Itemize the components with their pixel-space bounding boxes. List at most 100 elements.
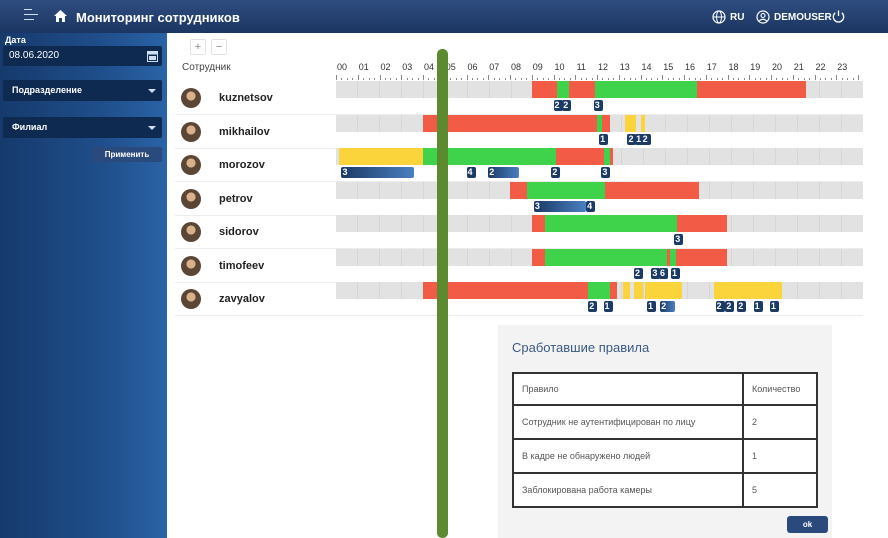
employee-row[interactable]: timofeev 2 3 6 1 [175, 248, 863, 283]
language-switcher[interactable]: RU [712, 9, 744, 25]
user-menu[interactable]: DEMOUSER [756, 9, 832, 25]
activity-track[interactable] [336, 114, 863, 132]
branch-select[interactable]: Филиал [3, 117, 162, 138]
zoom-in-button[interactable]: + [190, 39, 206, 55]
activity-segment-violation[interactable] [610, 148, 614, 165]
event-marker[interactable]: 2 [553, 100, 563, 111]
calendar-icon[interactable] [147, 50, 158, 62]
employee-name[interactable]: zavyalov [219, 293, 265, 305]
activity-segment-active[interactable] [527, 181, 605, 199]
activity-track[interactable] [336, 282, 863, 299]
event-marker[interactable]: 3 [341, 167, 415, 178]
event-marker[interactable]: 1 [647, 301, 657, 312]
power-icon[interactable] [831, 9, 846, 24]
activity-segment-violation[interactable] [423, 282, 589, 299]
activity-segment-violation[interactable] [610, 282, 617, 299]
event-marker[interactable]: 2 [627, 133, 637, 145]
event-marker[interactable]: 3 [533, 200, 587, 212]
activity-segment-active[interactable] [603, 148, 611, 165]
event-marker[interactable]: 4 [586, 200, 596, 212]
employee-row[interactable]: mikhailov 1 2 1 2 [175, 114, 863, 149]
activity-segment-active[interactable] [597, 114, 603, 132]
event-marker[interactable]: 1 [603, 301, 613, 312]
activity-segment-violation[interactable] [697, 81, 806, 98]
employee-row[interactable]: petrov 3 4 [175, 181, 863, 216]
event-marker[interactable]: 2 [551, 167, 561, 178]
event-marker[interactable]: 1 [599, 133, 609, 145]
event-marker[interactable]: 3 [601, 167, 611, 178]
event-marker[interactable]: 2 [562, 100, 572, 111]
activity-segment-active[interactable] [669, 248, 677, 266]
activity-segment-warning[interactable] [623, 282, 630, 299]
employee-name[interactable]: petrov [219, 192, 253, 205]
activity-segment-warning[interactable] [625, 114, 637, 132]
activity-track[interactable] [336, 215, 863, 232]
activity-segment-violation[interactable] [555, 148, 604, 165]
event-marker[interactable]: 3 [674, 234, 684, 245]
employee-name[interactable]: timofeev [219, 259, 265, 272]
activity-track[interactable] [336, 148, 863, 165]
employee-name[interactable]: sidorov [219, 226, 259, 238]
event-marker[interactable]: 1 [670, 267, 680, 279]
date-field[interactable]: 08.06.2020 [3, 46, 162, 66]
event-marker[interactable]: 2 [715, 301, 725, 312]
activity-segment-violation[interactable] [676, 248, 728, 266]
activity-segment-active[interactable] [423, 148, 556, 165]
activity-segment-active[interactable] [556, 81, 569, 98]
employee-row[interactable]: sidorov 3 [175, 215, 863, 249]
hamburger-menu-icon[interactable] [24, 9, 38, 23]
employee-row[interactable]: kuznetsov 2 2 3 [175, 81, 863, 115]
employee-name[interactable]: morozov [219, 159, 265, 171]
activity-segment-warning[interactable] [640, 114, 645, 132]
activity-segment-violation[interactable] [531, 248, 545, 266]
ok-button[interactable]: ok [787, 516, 828, 533]
activity-segment-active[interactable] [544, 215, 678, 232]
activity-segment-violation[interactable] [568, 81, 595, 98]
activity-segment-violation[interactable] [531, 81, 557, 98]
ruler-tick [667, 78, 669, 80]
employee-row[interactable]: morozov 3 4 2 2 3 [175, 148, 863, 182]
hour-label: 16 [684, 62, 695, 72]
activity-segment-active[interactable] [544, 248, 667, 266]
activity-segment-warning[interactable] [339, 148, 423, 165]
event-marker[interactable]: 2 [725, 301, 735, 312]
event-marker[interactable]: 2 [641, 133, 651, 145]
employee-name[interactable]: kuznetsov [219, 92, 273, 104]
ruler-tick [656, 78, 658, 80]
employee-name[interactable]: mikhailov [219, 125, 270, 138]
event-marker[interactable]: 4 [466, 167, 476, 178]
zoom-out-button[interactable]: − [211, 39, 227, 55]
event-marker[interactable]: 2 [633, 267, 643, 279]
filter-sidebar: Дата 08.06.2020 Подразделение Филиал При… [0, 33, 167, 538]
activity-track[interactable] [336, 248, 863, 266]
event-marker[interactable]: 2 [737, 301, 747, 312]
apply-button[interactable]: Применить [92, 147, 162, 162]
event-marker[interactable]: 1 [769, 301, 779, 312]
activity-segment-violation[interactable] [510, 181, 528, 199]
activity-segment-violation[interactable] [602, 114, 611, 132]
event-marker[interactable]: 1 [635, 133, 645, 145]
activity-segment-warning[interactable] [633, 282, 643, 299]
activity-segment-active[interactable] [588, 282, 611, 299]
employee-row[interactable]: zavyalov 2 1 1 2 2 2 2 1 1 [175, 282, 863, 316]
event-marker[interactable]: 3 [593, 100, 603, 111]
event-marker[interactable]: 1 [753, 301, 763, 312]
activity-segment-violation[interactable] [604, 181, 700, 199]
activity-segment-violation[interactable] [666, 248, 670, 266]
activity-segment-violation[interactable] [677, 215, 728, 232]
activity-track[interactable] [336, 181, 863, 199]
activity-segment-warning[interactable] [714, 282, 782, 299]
home-icon[interactable] [53, 9, 68, 23]
activity-segment-active[interactable] [594, 81, 698, 98]
event-marker[interactable]: 3 [651, 267, 661, 279]
activity-segment-violation[interactable] [531, 215, 545, 232]
event-marker[interactable]: 2 [660, 301, 676, 312]
department-select[interactable]: Подразделение [3, 80, 162, 101]
event-marker[interactable]: 2 [488, 167, 519, 178]
event-marker[interactable]: 2 [588, 301, 598, 312]
current-time-indicator[interactable] [437, 49, 448, 538]
event-marker[interactable]: 6 [658, 267, 668, 279]
activity-segment-violation[interactable] [423, 114, 597, 132]
activity-segment-warning[interactable] [644, 282, 682, 299]
activity-track[interactable] [336, 81, 863, 98]
